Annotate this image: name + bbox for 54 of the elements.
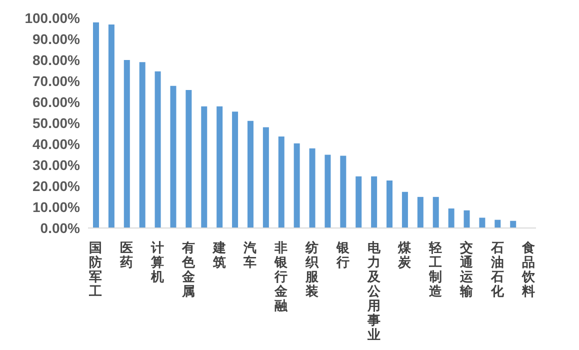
y-tick-label: 70.00% bbox=[32, 72, 81, 89]
y-tick-label: 0.00% bbox=[40, 220, 81, 236]
bar bbox=[402, 192, 408, 228]
bar bbox=[247, 120, 254, 228]
x-tick-label: 医药 bbox=[119, 240, 134, 270]
bar bbox=[432, 196, 439, 228]
x-tick-label: 交通运输 bbox=[458, 240, 474, 298]
bar bbox=[510, 220, 516, 228]
bar bbox=[494, 220, 501, 228]
x-tick-label: 银行 bbox=[335, 240, 350, 270]
bar bbox=[124, 60, 130, 228]
x-tick-label: 计算机 bbox=[150, 240, 164, 284]
y-tick-label: 80.00% bbox=[32, 52, 81, 68]
x-tick-label: 汽车 bbox=[242, 240, 257, 270]
bar bbox=[309, 148, 316, 228]
bar bbox=[356, 176, 362, 228]
bar bbox=[262, 127, 269, 228]
bar bbox=[93, 22, 99, 228]
bar bbox=[371, 176, 378, 228]
bar bbox=[170, 86, 176, 228]
bar bbox=[340, 156, 346, 228]
y-tick-label: 10.00% bbox=[32, 198, 81, 215]
bar bbox=[139, 62, 146, 228]
bar bbox=[186, 90, 192, 228]
bar bbox=[278, 136, 284, 228]
x-tick-label: 纺织服装 bbox=[304, 240, 320, 298]
bar bbox=[417, 196, 424, 228]
x-tick-label: 食品饮料 bbox=[520, 240, 536, 298]
bar bbox=[108, 24, 114, 228]
x-tick-label: 煤炭 bbox=[397, 240, 412, 270]
x-tick-label: 建筑 bbox=[212, 240, 226, 270]
bar bbox=[232, 112, 238, 228]
bar bbox=[324, 154, 331, 228]
y-tick-label: 30.00% bbox=[32, 156, 81, 173]
y-tick-label: 40.00% bbox=[32, 136, 81, 152]
x-tick-label: 石油石化 bbox=[490, 240, 505, 298]
x-tick-label: 有色金属 bbox=[180, 240, 196, 298]
y-tick-label: 50.00% bbox=[32, 114, 81, 131]
x-tick-label: 电力及公用事业 bbox=[366, 240, 382, 342]
bar bbox=[386, 180, 393, 228]
bar bbox=[294, 143, 300, 228]
bar bbox=[201, 106, 208, 228]
bar bbox=[154, 71, 161, 228]
x-tick-label: 轻工制造 bbox=[428, 240, 444, 298]
y-tick-label: 60.00% bbox=[32, 94, 81, 110]
y-tick-label: 100.00% bbox=[24, 10, 81, 26]
bar bbox=[479, 218, 486, 228]
x-tick-label: 非银行金融 bbox=[274, 240, 289, 313]
y-tick-label: 20.00% bbox=[32, 178, 81, 194]
bar bbox=[448, 208, 454, 228]
bar bbox=[216, 106, 223, 228]
bar bbox=[464, 210, 470, 228]
y-tick-label: 90.00% bbox=[32, 30, 81, 47]
x-tick-label: 国防军工 bbox=[88, 240, 102, 298]
